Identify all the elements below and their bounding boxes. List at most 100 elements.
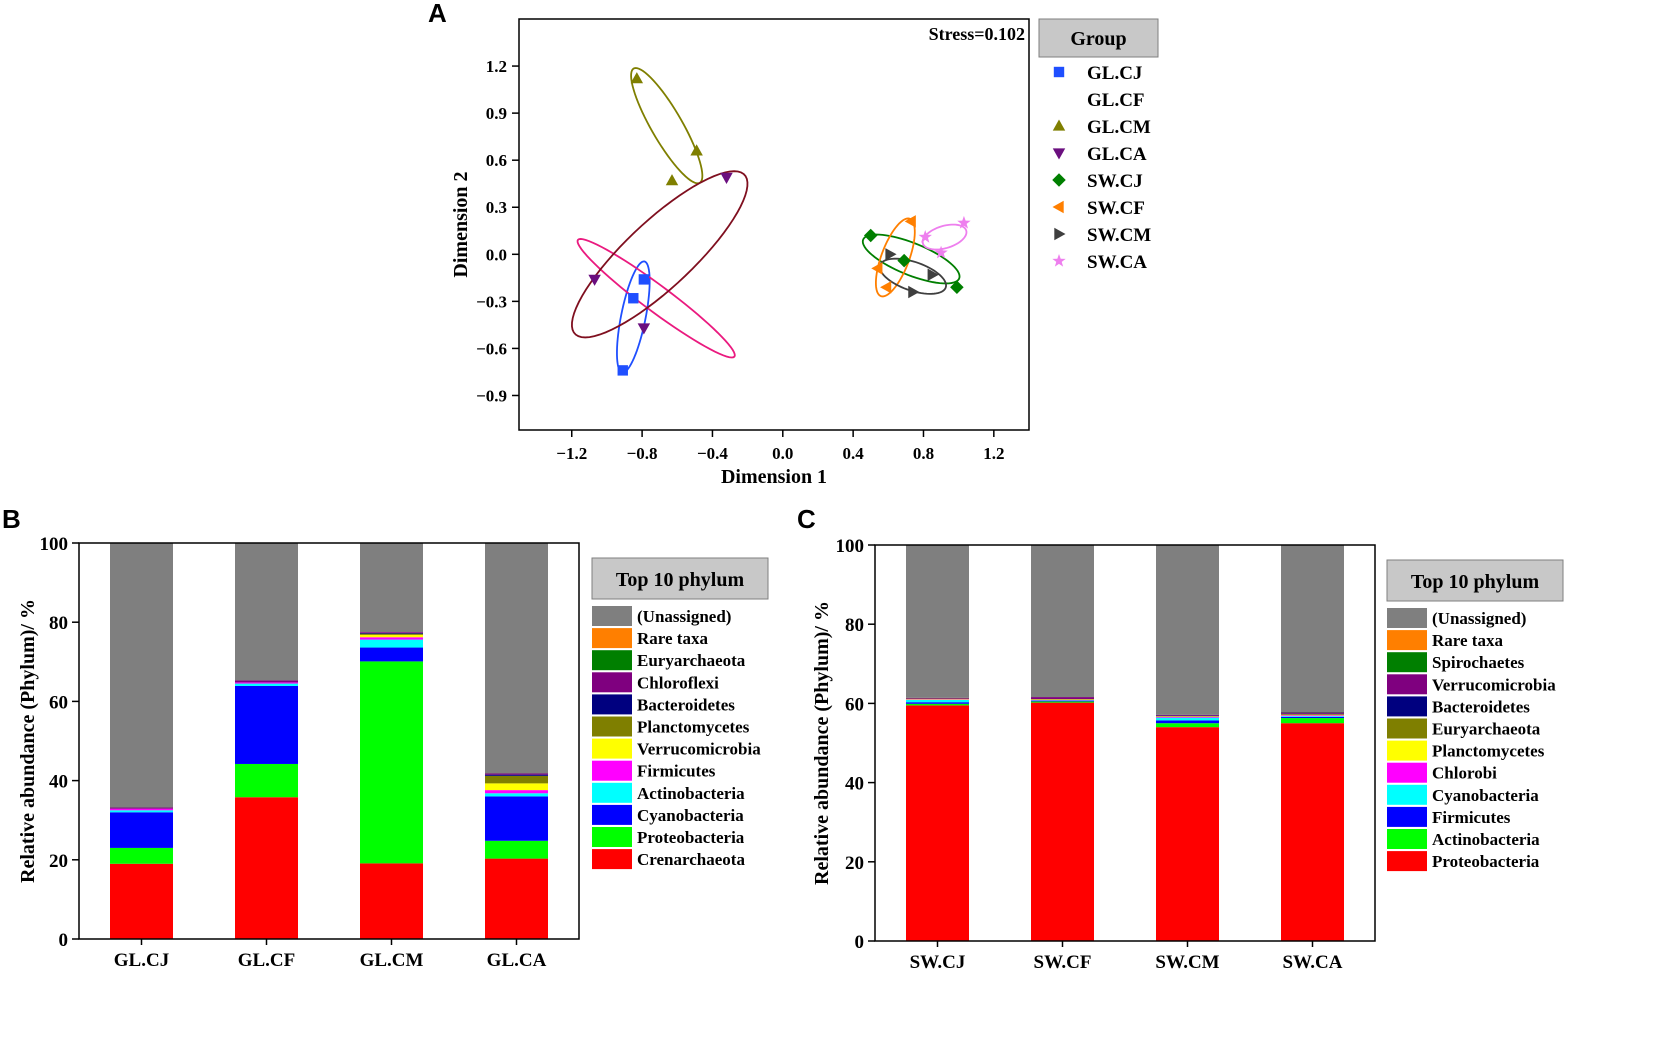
bar-segment-proteobacteria-sw-ca <box>1281 723 1344 941</box>
bar-segment-firmicutes-sw-cm <box>1156 720 1219 724</box>
bar-segment-bacteroidetes-gl-cm <box>360 632 423 634</box>
bar-segment-chloroflexi-gl-cm <box>360 632 423 633</box>
bar-segment-proteobacteria-gl-ca <box>485 840 548 859</box>
bar-segment-proteobacteria-sw-cj <box>906 705 969 941</box>
confidence-ellipse-gl-cm <box>630 67 704 185</box>
panel-b-gl-phylum-bars: B GL.CJ GL.CF GL.CM GL.CA 0 20 40 60 80 100 Relativ… <box>2 504 769 971</box>
data-point-sw-cf <box>871 262 883 275</box>
y-tick-label: 80 <box>49 613 68 634</box>
bar-segment-actinobacteria-sw-ca <box>1281 718 1344 724</box>
x-category-label: GL.CM <box>360 950 424 971</box>
bar-segment-firmicutes-sw-cf <box>1031 700 1094 702</box>
y-tick-label: 60 <box>49 692 68 713</box>
x-category-label: GL.CA <box>487 950 547 971</box>
bar-segment-crenarchaeota-gl-ca <box>485 858 548 939</box>
plot-frame-a <box>518 18 1030 431</box>
panel-label-b: B <box>2 504 21 534</box>
legend-swatch-crenarchaeota <box>592 849 632 870</box>
plot-frame-c <box>874 544 1376 942</box>
bar-segment-chloroflexi-gl-ca <box>485 773 548 775</box>
y-axis-title-c: Relative abundance (Phylum)/ % <box>811 601 833 885</box>
panel-a-nmds-plot: A −1.2 −0.8 −0.4 0.0 0.4 0.8 1.2 −0.9 −0.6 −0.3 0.0… <box>428 0 1159 488</box>
data-point-gl-cj <box>628 293 639 304</box>
legend-label-chlorobi: Chlorobi <box>1432 764 1497 783</box>
bar-segment-cyanobacteria-gl-ca <box>485 796 548 841</box>
legend-swatch-firmicutes <box>1387 806 1427 827</box>
legend-swatch-actinobacteria <box>592 782 632 803</box>
legend-swatch-proteobacteria <box>1387 851 1427 872</box>
bar-segment-firmicutes-gl-cf <box>235 682 298 684</box>
legend-swatch-firmicutes <box>592 760 632 781</box>
bar-segment-cyanobacteria-gl-cj <box>110 812 173 848</box>
bar-segment-unassigned-sw-cf <box>1031 545 1094 698</box>
y-tick-label: −0.9 <box>476 386 507 405</box>
bar-segment-actinobacteria-sw-cm <box>1156 723 1219 728</box>
bar-segment-verrucomicrobia-sw-ca <box>1281 712 1344 714</box>
x-tick-label: 1.2 <box>983 444 1004 463</box>
panel-label-c: C <box>797 504 816 534</box>
y-tick-label: −0.6 <box>476 339 507 358</box>
x-category-label: SW.CJ <box>910 952 966 973</box>
bar-segment-unassigned-gl-cm <box>360 543 423 633</box>
legend-swatch-verrucomicrobia <box>592 738 632 759</box>
bar-segment-actinobacteria-gl-cf <box>235 683 298 686</box>
legend-swatch-bacteroidetes <box>1387 696 1427 717</box>
bar-segment-unassigned-gl-cj <box>110 543 173 808</box>
legend-swatch-unassigned <box>592 606 632 626</box>
confidence-ellipse-sw-cf <box>874 217 916 298</box>
data-point-gl-ca <box>588 274 601 286</box>
bar-segment-euryarchaeota-sw-ca <box>1281 714 1344 715</box>
x-axis-title: Dimension 1 <box>721 466 827 488</box>
y-tick-label: 80 <box>845 615 864 636</box>
panel-label-a: A <box>428 0 447 28</box>
legend-swatch-raretaxa <box>1387 630 1427 651</box>
bar-segment-crenarchaeota-gl-cf <box>235 797 298 939</box>
legend-marker-sw-ca <box>1052 253 1066 267</box>
data-point-sw-cf <box>880 281 892 294</box>
legend-marker-gl-cm <box>1052 119 1066 131</box>
y-tick-label: 0.9 <box>486 104 507 123</box>
x-category-label: SW.CF <box>1034 952 1092 973</box>
legend-label-proteobacteria: Proteobacteria <box>1432 852 1540 871</box>
legend-marker-gl-ca <box>1052 148 1066 160</box>
data-point-gl-cj <box>617 365 628 376</box>
confidence-ellipse-sw-cj <box>861 233 961 285</box>
data-point-gl-ca <box>720 172 733 184</box>
legend-label-spirochaetes: Spirochaetes <box>1432 653 1525 672</box>
data-point-sw-cj <box>897 253 911 268</box>
legend-label-verrucomicrobia: Verrucomicrobia <box>1432 675 1556 694</box>
legend-label-firmicutes: Firmicutes <box>1432 808 1511 827</box>
legend-marker-sw-cj <box>1052 173 1066 187</box>
bar-segment-bacteroidetes-gl-ca <box>485 774 548 776</box>
bar-segment-verrucomicrobia-gl-cm <box>360 634 423 638</box>
y-tick-label: 60 <box>845 694 864 715</box>
legend-label-raretaxa: Rare taxa <box>1432 631 1503 650</box>
data-point-sw-ca <box>957 215 971 229</box>
confidence-ellipse-gl-ca <box>571 170 749 339</box>
legend-label-unassigned: (Unassigned) <box>637 607 731 626</box>
legend-swatch-verrucomicrobia <box>1387 674 1427 695</box>
legend-marker-gl-cj <box>1053 66 1065 78</box>
panel-c-sw-phylum-bars: C SW.CJ SW.CF SW.CM SW.CA 0 20 40 60 80 100 Relativ… <box>797 504 1564 973</box>
legend-label-gl-ca: GL.CA <box>1087 144 1147 165</box>
x-category-label: SW.CM <box>1155 952 1219 973</box>
legend-label-sw-cf: SW.CF <box>1087 198 1145 219</box>
bar-segment-unassigned-sw-cj <box>906 545 969 698</box>
y-tick-label: 0 <box>59 930 69 951</box>
legend-label-crenarchaeota: Crenarchaeota <box>637 850 745 869</box>
legend-label-gl-cf: GL.CF <box>1087 90 1145 111</box>
legend-label-chloroflexi: Chloroflexi <box>637 673 719 692</box>
y-tick-label: 0 <box>855 932 865 953</box>
y-tick-label: 20 <box>845 853 864 874</box>
bar-segment-verrucomicrobia-gl-ca <box>485 783 548 791</box>
bar-segment-chlorobi-sw-ca <box>1281 715 1344 717</box>
legend-swatch-bacteroidetes <box>592 694 632 715</box>
legend-label-unassigned: (Unassigned) <box>1432 609 1526 628</box>
legend-label-gl-cj: GL.CJ <box>1087 63 1142 84</box>
legend-label-actinobacteria: Actinobacteria <box>1432 830 1540 849</box>
legend-label-sw-ca: SW.CA <box>1087 252 1147 273</box>
data-point-gl-cj <box>638 274 650 285</box>
x-tick-label: −0.8 <box>627 444 658 463</box>
bar-segment-cyanobacteria-sw-cj <box>906 699 969 703</box>
